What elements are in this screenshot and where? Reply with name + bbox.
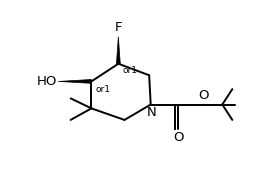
- Text: N: N: [147, 106, 156, 119]
- Text: O: O: [173, 132, 184, 145]
- Text: F: F: [115, 22, 122, 35]
- Text: or1: or1: [95, 85, 110, 94]
- Text: or1: or1: [122, 66, 137, 75]
- Polygon shape: [58, 80, 91, 83]
- Polygon shape: [116, 37, 120, 64]
- Text: HO: HO: [36, 75, 57, 88]
- Text: O: O: [198, 89, 208, 102]
